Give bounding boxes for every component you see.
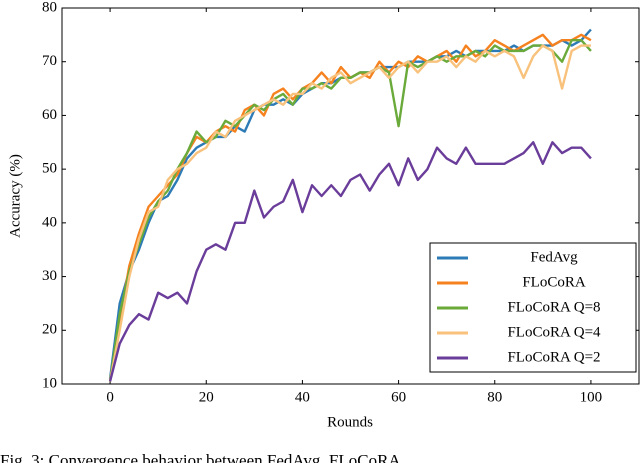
x-tick-label: 0 (106, 389, 114, 405)
series-line (108, 141, 592, 382)
y-tick-label: 40 (42, 214, 57, 230)
y-tick-label: 50 (42, 161, 57, 177)
x-tick-label: 60 (391, 389, 406, 405)
y-tick-label: 80 (42, 0, 57, 15)
x-tick-label: 80 (487, 389, 502, 405)
y-tick-label: 30 (42, 268, 57, 284)
caption: Fig. 3: Convergence behavior between Fed… (0, 451, 401, 463)
y-tick-label: 60 (42, 107, 57, 123)
legend-label: FLoCoRA Q=2 (507, 349, 600, 365)
y-tick-label: 10 (42, 375, 57, 391)
legend-label: FedAvg (530, 249, 578, 265)
legend-label: FLoCoRA Q=4 (507, 324, 601, 340)
x-tick-label: 20 (199, 389, 214, 405)
plot-frame (61, 7, 640, 385)
x-tick-label: 40 (295, 389, 310, 405)
legend-label: FLoCoRA Q=8 (507, 299, 600, 315)
legend-label: FLoCoRA (522, 274, 586, 290)
series-line (108, 44, 591, 382)
x-axis-label: Rounds (327, 414, 373, 430)
series-line (108, 39, 592, 382)
y-axis-label: Accuracy (%) (7, 154, 23, 238)
x-tick-label: 100 (580, 389, 603, 405)
y-tick-label: 20 (42, 322, 57, 338)
y-tick-label: 70 (42, 53, 57, 69)
